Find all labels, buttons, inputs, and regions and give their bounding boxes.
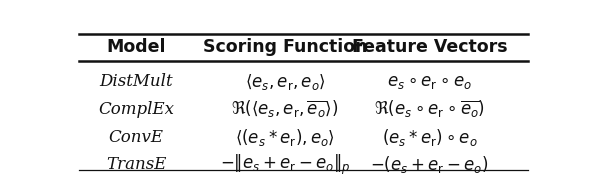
Text: Scoring Function: Scoring Function — [203, 38, 367, 56]
Text: $-\|\mathit{e}_s + \mathit{e}_{\mathrm{r}} - \mathit{e}_o\|_p$: $-\|\mathit{e}_s + \mathit{e}_{\mathrm{r… — [220, 152, 350, 177]
Text: Feature Vectors: Feature Vectors — [352, 38, 507, 56]
Text: $\mathit{e}_s \circ \mathit{e}_{\mathrm{r}} \circ \mathit{e}_o$: $\mathit{e}_s \circ \mathit{e}_{\mathrm{… — [387, 73, 472, 91]
Text: $\Re(\mathit{e}_s \circ \mathit{e}_{\mathrm{r}} \circ \overline{\mathit{e}_o})$: $\Re(\mathit{e}_s \circ \mathit{e}_{\mat… — [374, 99, 485, 120]
Text: $\langle \mathit{e}_s, \mathit{e}_{\mathrm{r}}, \mathit{e}_o \rangle$: $\langle \mathit{e}_s, \mathit{e}_{\math… — [244, 72, 326, 92]
Text: $-(\mathit{e}_s + \mathit{e}_{\mathrm{r}} - \mathit{e}_o)$: $-(\mathit{e}_s + \mathit{e}_{\mathrm{r}… — [371, 154, 489, 175]
Text: $\langle (\mathit{e}_s * \mathit{e}_{\mathrm{r}}), \mathit{e}_o \rangle$: $\langle (\mathit{e}_s * \mathit{e}_{\ma… — [235, 127, 335, 148]
Text: $\Re(\langle \mathit{e}_s, \mathit{e}_{\mathrm{r}}, \overline{\mathit{e}_o} \ran: $\Re(\langle \mathit{e}_s, \mathit{e}_{\… — [231, 99, 339, 120]
Text: Model: Model — [106, 38, 166, 56]
Text: $(\mathit{e}_s * \mathit{e}_{\mathrm{r}}) \circ \mathit{e}_o$: $(\mathit{e}_s * \mathit{e}_{\mathrm{r}}… — [382, 127, 478, 148]
Text: ComplEx: ComplEx — [98, 101, 174, 118]
Text: TransE: TransE — [106, 156, 166, 173]
Text: DistMult: DistMult — [99, 73, 173, 90]
Text: ConvE: ConvE — [108, 129, 163, 146]
